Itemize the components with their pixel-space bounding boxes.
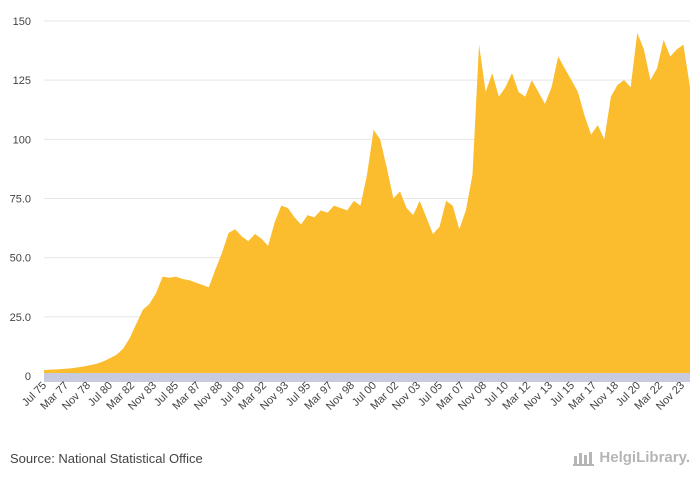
y-tick-label: 75.0: [10, 194, 31, 206]
y-tick-label: 0: [25, 371, 31, 383]
source-note: Source: National Statistical Office: [10, 451, 203, 466]
y-tick-label: 50.0: [10, 253, 31, 265]
data-area: [44, 32, 690, 376]
y-axis: 0 25.0 50.0 75.0 100 125 150: [10, 16, 31, 383]
logo-text: HelgiLibrary.: [599, 449, 690, 466]
y-tick-label: 125: [13, 75, 31, 87]
y-tick-label: 100: [13, 134, 31, 146]
y-tick-label: 25.0: [10, 312, 31, 324]
building-icon: [573, 451, 595, 466]
y-tick-label: 150: [13, 16, 31, 28]
x-axis-band: [44, 373, 690, 382]
helgilibrary-logo[interactable]: HelgiLibrary.: [573, 449, 690, 466]
